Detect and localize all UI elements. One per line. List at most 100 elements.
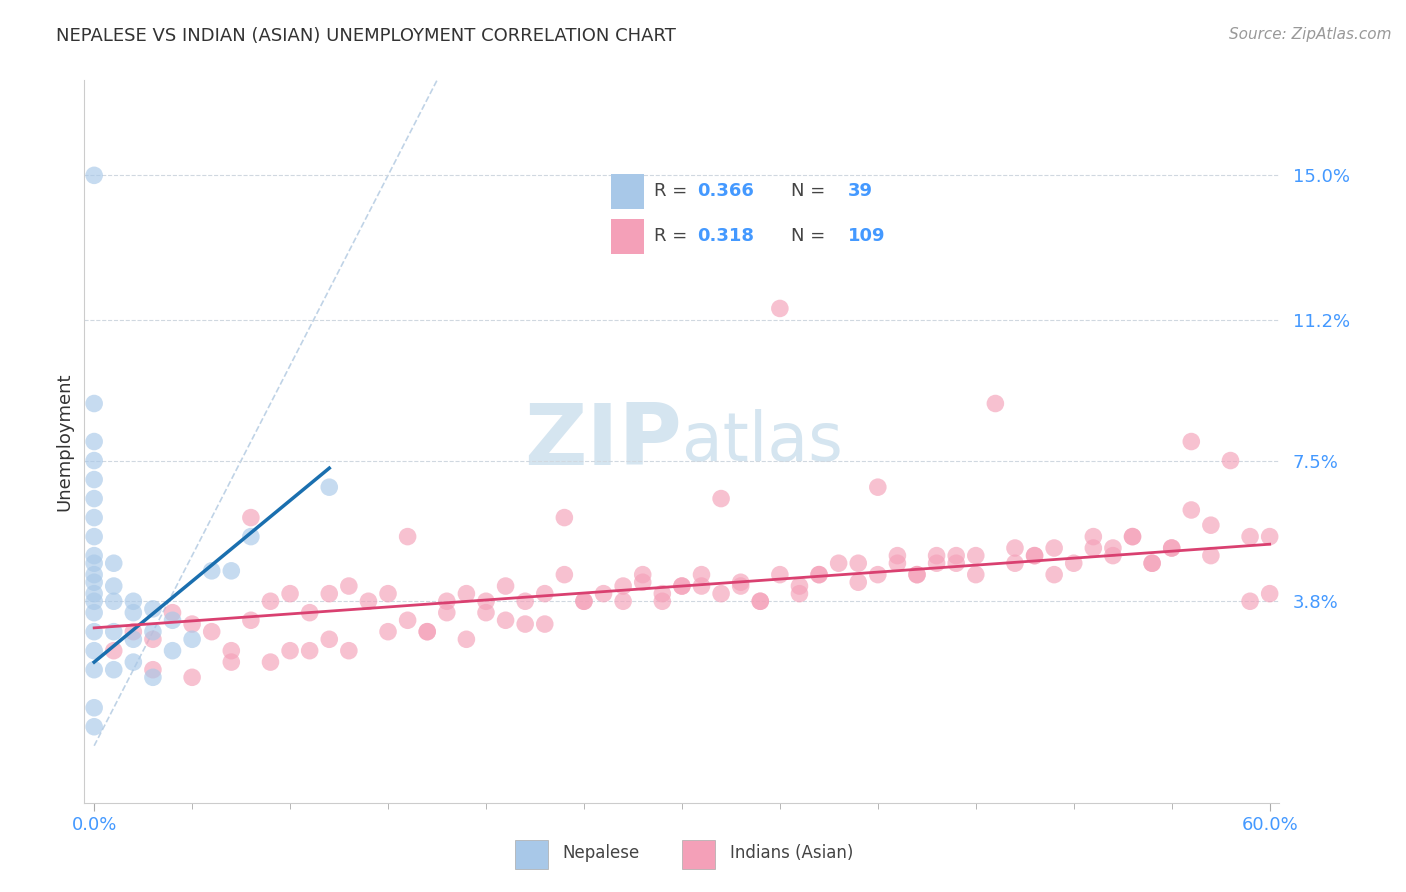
Point bbox=[142, 632, 165, 647]
Point bbox=[396, 530, 419, 544]
Point bbox=[749, 594, 772, 608]
Point bbox=[866, 567, 889, 582]
Point bbox=[1024, 549, 1046, 563]
Point bbox=[1180, 434, 1202, 449]
Point bbox=[533, 617, 555, 632]
Point bbox=[769, 567, 792, 582]
Point bbox=[122, 606, 145, 620]
Point bbox=[83, 575, 105, 590]
Point bbox=[612, 579, 634, 593]
Point bbox=[1121, 530, 1143, 544]
Point bbox=[651, 594, 673, 608]
Point bbox=[1219, 453, 1241, 467]
Point bbox=[83, 663, 105, 677]
Point bbox=[221, 564, 243, 578]
Point bbox=[83, 567, 105, 582]
Point bbox=[475, 606, 498, 620]
Point bbox=[1160, 541, 1182, 555]
Point bbox=[456, 632, 478, 647]
Point bbox=[866, 480, 889, 494]
Point bbox=[83, 606, 105, 620]
Point bbox=[83, 587, 105, 601]
Point bbox=[416, 624, 439, 639]
Point bbox=[278, 587, 301, 601]
Point bbox=[533, 587, 555, 601]
Point bbox=[612, 594, 634, 608]
Point bbox=[690, 567, 713, 582]
Point bbox=[846, 575, 869, 590]
Point bbox=[789, 579, 811, 593]
Point bbox=[1063, 556, 1085, 570]
Point bbox=[965, 567, 987, 582]
Point bbox=[808, 567, 831, 582]
Point bbox=[1004, 556, 1026, 570]
Point bbox=[1180, 503, 1202, 517]
Point bbox=[1140, 556, 1163, 570]
Point bbox=[416, 624, 439, 639]
Point bbox=[377, 587, 399, 601]
Point bbox=[769, 301, 792, 316]
Point bbox=[456, 587, 478, 601]
Point bbox=[671, 579, 693, 593]
Point bbox=[83, 453, 105, 467]
Point bbox=[1199, 549, 1222, 563]
Point bbox=[553, 567, 575, 582]
Point bbox=[83, 624, 105, 639]
Point bbox=[631, 567, 654, 582]
Point bbox=[122, 594, 145, 608]
Point bbox=[710, 491, 733, 506]
Point bbox=[221, 643, 243, 657]
Point bbox=[1043, 541, 1066, 555]
Point bbox=[221, 655, 243, 669]
Point bbox=[495, 613, 517, 627]
Point bbox=[298, 643, 321, 657]
Point bbox=[298, 606, 321, 620]
Point bbox=[181, 617, 204, 632]
Point bbox=[259, 594, 281, 608]
Point bbox=[905, 567, 928, 582]
Point bbox=[553, 510, 575, 524]
Point bbox=[592, 587, 614, 601]
Point bbox=[239, 613, 262, 627]
Point bbox=[122, 624, 145, 639]
Point bbox=[749, 594, 772, 608]
Point bbox=[83, 473, 105, 487]
Point bbox=[515, 594, 537, 608]
Point bbox=[142, 602, 165, 616]
Point bbox=[808, 567, 831, 582]
Point bbox=[1121, 530, 1143, 544]
Point bbox=[162, 643, 184, 657]
Point bbox=[925, 556, 948, 570]
Point bbox=[239, 530, 262, 544]
Point bbox=[377, 624, 399, 639]
Point bbox=[945, 549, 967, 563]
Point bbox=[846, 556, 869, 570]
Point bbox=[318, 587, 340, 601]
Point bbox=[162, 606, 184, 620]
Point bbox=[83, 643, 105, 657]
Point bbox=[905, 567, 928, 582]
Point bbox=[318, 480, 340, 494]
Point bbox=[83, 594, 105, 608]
Point bbox=[1258, 587, 1281, 601]
Text: atlas: atlas bbox=[682, 409, 842, 475]
Point bbox=[671, 579, 693, 593]
Point bbox=[1239, 594, 1261, 608]
Point bbox=[181, 632, 204, 647]
Point bbox=[572, 594, 595, 608]
Point bbox=[1102, 541, 1125, 555]
Point bbox=[1004, 541, 1026, 555]
Point bbox=[181, 670, 204, 684]
Point bbox=[122, 655, 145, 669]
Point bbox=[103, 624, 125, 639]
Point bbox=[396, 613, 419, 627]
Point bbox=[1083, 541, 1105, 555]
Point bbox=[1239, 530, 1261, 544]
Point bbox=[572, 594, 595, 608]
Point bbox=[965, 549, 987, 563]
Text: ZIP: ZIP bbox=[524, 400, 682, 483]
Point bbox=[515, 617, 537, 632]
Point bbox=[103, 643, 125, 657]
Point bbox=[201, 624, 224, 639]
Point bbox=[83, 396, 105, 410]
